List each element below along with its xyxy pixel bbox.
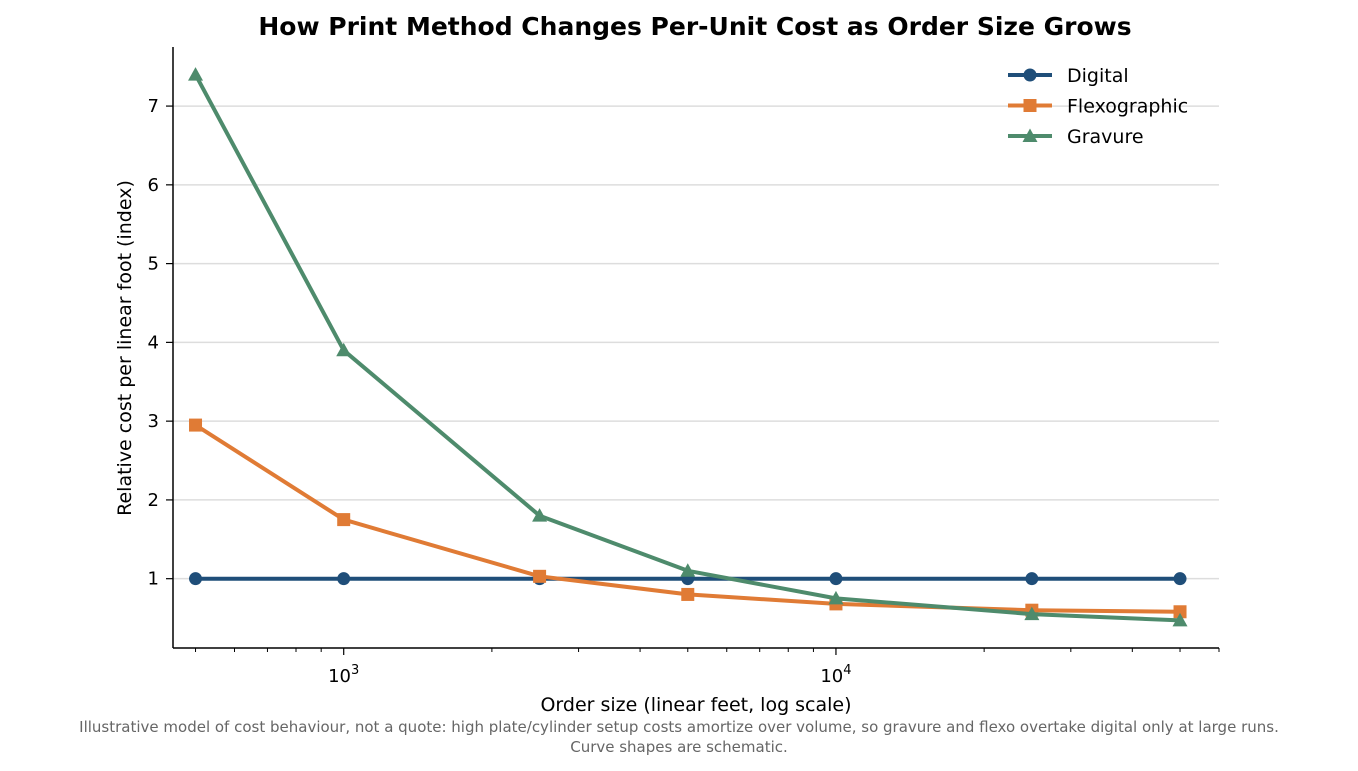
x-tick-label-10-3: 103 (328, 663, 359, 687)
x-axis-ticks: 103 104 (195, 648, 1220, 687)
legend-item-digital: Digital (1008, 65, 1129, 87)
point-gravure-50000 (1172, 612, 1188, 627)
point-flexographic-50000 (1173, 605, 1187, 619)
y-tick-label-2: 2 (148, 490, 159, 511)
point-digital-50000 (1173, 572, 1187, 586)
caption-line-2: Curve shapes are schematic. (570, 738, 788, 756)
y-axis-ticks: 1 2 3 4 5 6 7 (148, 96, 173, 590)
point-gravure-2500 (532, 508, 548, 522)
y-tick-label-6: 6 (148, 175, 159, 196)
point-digital-25000 (1025, 572, 1039, 586)
series-gravure (188, 67, 1188, 627)
y-tick-label-4: 4 (148, 332, 159, 353)
legend-label-flexographic: Flexographic (1067, 96, 1188, 118)
legend-item-flexographic: Flexographic (1008, 96, 1188, 118)
y-tick-label-3: 3 (148, 411, 159, 432)
chart-title: How Print Method Changes Per-Unit Cost a… (258, 12, 1131, 41)
point-digital-500 (189, 572, 203, 586)
gridlines (173, 105, 1219, 580)
point-digital-1000 (337, 572, 351, 586)
legend-label-digital: Digital (1067, 65, 1129, 87)
caption-line-1: Illustrative model of cost behaviour, no… (79, 718, 1279, 736)
point-digital-10000 (829, 572, 843, 586)
point-gravure-10000 (828, 590, 844, 605)
series-flexographic (189, 418, 1187, 619)
point-gravure-1000 (336, 342, 352, 357)
legend-marker-flexographic (1023, 99, 1037, 112)
legend-label-gravure: Gravure (1067, 126, 1144, 148)
x-tick-label-10-4: 104 (820, 663, 851, 687)
legend-item-gravure: Gravure (1008, 126, 1144, 148)
y-tick-label-7: 7 (148, 96, 159, 117)
point-flexographic-500 (189, 418, 203, 432)
point-gravure-5000 (680, 563, 696, 577)
y-axis-label: Relative cost per linear foot (index) (114, 180, 136, 516)
y-tick-label-5: 5 (148, 254, 159, 275)
legend-marker-gravure (1022, 128, 1038, 142)
y-tick-label-1: 1 (148, 569, 159, 590)
point-flexographic-5000 (681, 587, 695, 601)
point-gravure-25000 (1024, 606, 1040, 621)
point-flexographic-2500 (533, 569, 547, 583)
series-layer (188, 67, 1188, 627)
point-gravure-500 (188, 67, 204, 81)
x-axis-label: Order size (linear feet, log scale) (540, 694, 851, 716)
point-flexographic-1000 (337, 513, 351, 527)
legend: Digital Flexographic Gravure (1008, 65, 1188, 148)
legend-marker-digital (1023, 68, 1037, 82)
axes (172, 47, 1219, 649)
